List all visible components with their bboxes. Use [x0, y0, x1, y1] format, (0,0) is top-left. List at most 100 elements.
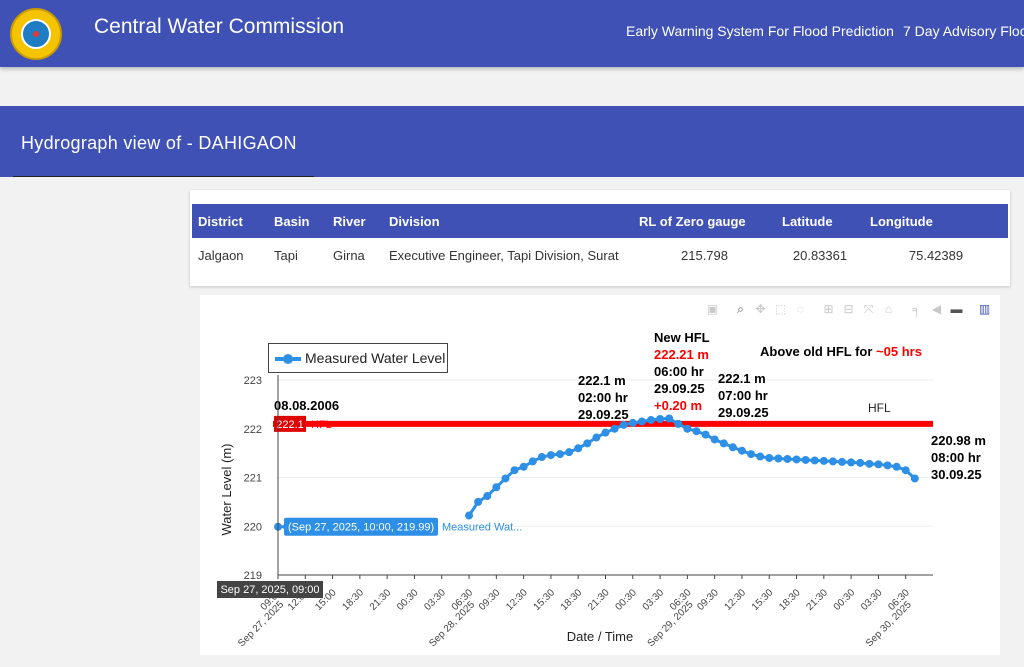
- cwc-logo-icon: [10, 8, 62, 60]
- data-point: [519, 462, 528, 471]
- chart-plot-area: 222.1 HFL HFL 08.08.2006 219 220 221 222 223 Wat…: [217, 330, 986, 649]
- data-point: [838, 457, 847, 466]
- y-tick-label: 223: [244, 375, 262, 387]
- y-tick-label: 219: [244, 570, 262, 582]
- y-tick-label: 220: [244, 521, 262, 533]
- table-cell: 75.42389: [908, 247, 964, 263]
- data-point: [883, 461, 892, 470]
- hfl-tag-label: HFL: [311, 419, 332, 431]
- column-header: River: [327, 204, 383, 238]
- data-point: [637, 417, 646, 426]
- x-tick-label: 12:30: [504, 587, 530, 613]
- annotation-text: Above old HFL for ~05 hrs: [760, 344, 922, 359]
- data-point: [728, 443, 737, 452]
- data-point: [692, 427, 701, 436]
- table-header-row: District Basin River Division RL of Zero…: [192, 204, 1008, 238]
- x-tick-label: 18:30: [777, 587, 803, 613]
- data-point: [492, 483, 501, 492]
- data-point: [610, 424, 619, 433]
- top-app-bar: Central Water Commission Early Warning S…: [0, 0, 1024, 67]
- annotation-text: 220.98 m: [931, 433, 986, 448]
- chart-legend[interactable]: Measured Water Level: [268, 343, 448, 373]
- data-point: [765, 454, 774, 462]
- annotation-text: 29.09.25: [578, 407, 629, 422]
- x-tick-label: 21:30: [586, 587, 612, 613]
- y-tick-label: 221: [244, 473, 262, 485]
- pan-icon[interactable]: ✥: [755, 302, 766, 316]
- hfl-tag-value: 222.1: [276, 419, 304, 431]
- annotation-text: +0.20 m: [654, 398, 702, 413]
- camera-icon[interactable]: ▣: [706, 302, 719, 316]
- lasso-icon[interactable]: ◌: [796, 302, 805, 316]
- plotly-logo-icon[interactable]: ▥: [978, 302, 991, 316]
- zoom-out-icon[interactable]: ⊟: [843, 302, 854, 316]
- zoom-icon[interactable]: ⌕: [737, 302, 744, 316]
- page-title: Hydrograph view of - DAHIGAON: [21, 133, 297, 153]
- title-underline: [13, 176, 314, 177]
- data-point: [801, 455, 810, 464]
- annotation-text: 02:00 hr: [578, 390, 628, 405]
- zoom-in-icon[interactable]: ⊞: [823, 302, 834, 316]
- hydrograph-chart: ▣ ⌕ ✥ ⬚ ◌ ⊞ ⊟ ⤧ ⌂ ╕ ◀ ▬ ▥ 222.1 HFL HFL 08.…: [200, 295, 1000, 655]
- data-point: [546, 451, 555, 460]
- station-info-table: District Basin River Division RL of Zero…: [192, 204, 1008, 272]
- data-point: [528, 457, 537, 466]
- data-point: [874, 460, 883, 469]
- data-point: [574, 444, 583, 453]
- autoscale-icon[interactable]: ⤧: [863, 302, 874, 316]
- annotation-text: 29.09.25: [654, 381, 705, 396]
- data-point: [810, 456, 819, 465]
- data-point: [619, 420, 628, 429]
- x-tick-label: 00:30: [395, 587, 421, 613]
- data-point: [910, 474, 919, 483]
- hover-closest-icon[interactable]: ◀: [931, 302, 942, 316]
- x-tick-label: 18:30: [341, 587, 367, 613]
- data-point: [710, 435, 719, 444]
- data-point: [901, 466, 910, 475]
- y-axis-title: Water Level (m): [219, 444, 234, 536]
- x-tick-label: 03:30: [641, 587, 667, 613]
- data-point: [501, 474, 510, 483]
- table-cell: Tapi: [274, 247, 298, 263]
- table-row: Jalgaon Tapi Girna Executive Engineer, T…: [192, 238, 1008, 272]
- app-title: Central Water Commission: [94, 15, 345, 38]
- hover-x-box: [217, 581, 323, 598]
- x-tick-label: 21:30: [804, 587, 830, 613]
- x-tick-label: 03:30: [422, 587, 448, 613]
- column-header: Longitude: [864, 204, 1008, 238]
- data-point: [656, 415, 665, 423]
- column-header: Basin: [268, 204, 327, 238]
- series-line: [467, 416, 916, 517]
- data-point: [792, 455, 801, 464]
- data-point: [828, 457, 837, 466]
- nav-7-day-advisory[interactable]: 7 Day Advisory Floo: [903, 23, 1024, 39]
- data-point: [719, 439, 728, 448]
- column-header: Division: [383, 204, 633, 238]
- box-select-icon[interactable]: ⬚: [774, 302, 787, 316]
- column-header: District: [192, 204, 268, 238]
- table-cell: 215.798: [681, 247, 728, 263]
- hover-compare-icon[interactable]: ▬: [950, 302, 963, 316]
- data-point: [774, 454, 783, 463]
- data-point: [819, 456, 828, 465]
- data-point: [847, 458, 856, 467]
- x-axis-title: Date / Time: [567, 629, 633, 644]
- annotation-highlight: ~05 hrs: [876, 344, 922, 359]
- annotation-text: 222.1 m: [578, 373, 626, 388]
- reset-axes-icon[interactable]: ⌂: [884, 302, 893, 316]
- data-point: [583, 439, 592, 448]
- data-point: [665, 414, 674, 423]
- data-point: [756, 452, 765, 461]
- spike-lines-icon[interactable]: ╕: [912, 302, 921, 316]
- data-point: [674, 419, 683, 428]
- y-tick-label: 222: [244, 424, 262, 436]
- hover-x-label: Sep 27, 2025, 09:00: [220, 584, 319, 596]
- data-point: [483, 492, 492, 501]
- x-tick-label: 18:30: [559, 587, 585, 613]
- data-point: [592, 433, 601, 442]
- legend-label: Measured Water Level: [305, 350, 446, 366]
- annotation-text: New HFL: [654, 330, 710, 345]
- hfl-label: HFL: [868, 401, 891, 415]
- data-point: [537, 453, 546, 462]
- nav-early-warning[interactable]: Early Warning System For Flood Predictio…: [626, 23, 894, 39]
